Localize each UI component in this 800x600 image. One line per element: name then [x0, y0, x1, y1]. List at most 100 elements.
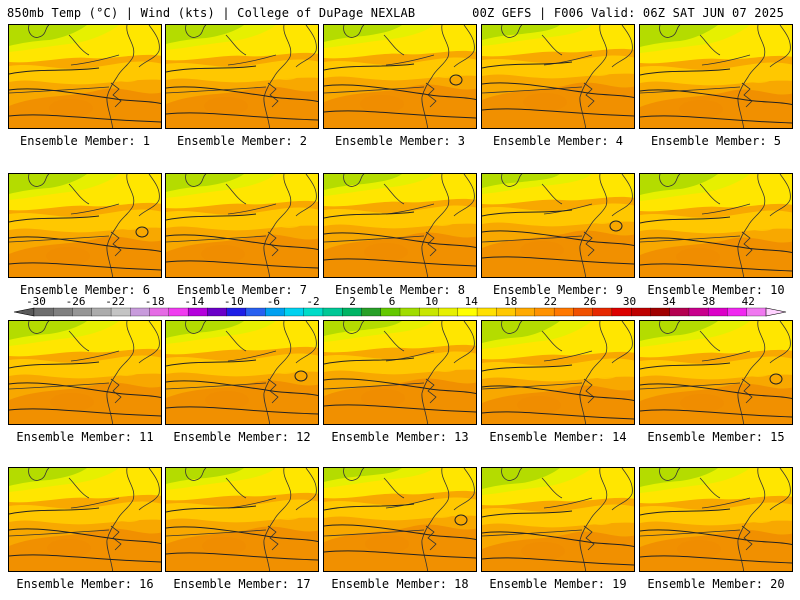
colorbar-swatch: [476, 307, 497, 317]
colorbar-swatch: [631, 307, 651, 317]
temperature-map: [482, 468, 634, 571]
colorbar-swatch: [457, 307, 478, 317]
colorbar-swatch: [534, 307, 555, 317]
colorbar-swatch: [438, 307, 459, 317]
colorbar-swatch: [33, 307, 54, 317]
colorbar-over-arrow: [765, 307, 787, 317]
ensemble-member-caption: Ensemble Member: 2: [176, 134, 308, 148]
temperature-map: [324, 321, 476, 424]
ensemble-member-caption: Ensemble Member: 5: [650, 134, 782, 148]
ensemble-member-caption: Ensemble Member: 17: [173, 577, 311, 591]
colorbar-tick-label: 14: [465, 296, 479, 308]
temperature-map: [482, 174, 634, 277]
ensemble-member-caption: Ensemble Member: 16: [16, 577, 154, 591]
colorbar-tick-label: 2: [349, 296, 356, 308]
colorbar-tick-label: -26: [66, 296, 86, 308]
colorbar-tick-label: 26: [583, 296, 596, 308]
ensemble-member-map: [165, 467, 319, 572]
temperature-map: [9, 468, 161, 571]
colorbar-swatch: [361, 307, 382, 317]
ensemble-member-caption: Ensemble Member: 4: [492, 134, 624, 148]
temperature-map: [166, 321, 318, 424]
ensemble-member-caption: Ensemble Member: 19: [489, 577, 627, 591]
ensemble-member-map: [8, 173, 162, 278]
ensemble-member-map: [639, 24, 793, 129]
temperature-colorbar: -30 -26 -22 -18 -14 -10 -6 -2 2 6 10 14 18 22 26 30 34 38…: [13, 296, 787, 317]
colorbar-swatch: [72, 307, 93, 317]
ensemble-member-caption: Ensemble Member: 18: [331, 577, 469, 591]
colorbar-tick-label: -6: [267, 296, 280, 308]
colorbar-swatch: [515, 307, 536, 317]
temperature-map: [324, 174, 476, 277]
colorbar-tick-label: 18: [504, 296, 517, 308]
ensemble-member-map: [639, 467, 793, 572]
colorbar-tick-label: -30: [26, 296, 46, 308]
colorbar-swatch: [380, 307, 401, 317]
colorbar-swatch: [168, 307, 189, 317]
temperature-map: [9, 25, 161, 128]
ensemble-member-caption: Ensemble Member: 1: [19, 134, 151, 148]
temperature-map: [9, 321, 161, 424]
colorbar-tick-label: -2: [306, 296, 319, 308]
colorbar-tick-label: 6: [389, 296, 396, 308]
ensemble-member-map: [165, 24, 319, 129]
colorbar-swatch: [91, 307, 112, 317]
ensemble-member-map: [481, 24, 635, 129]
ensemble-member-caption: Ensemble Member: 3: [334, 134, 466, 148]
colorbar-swatch: [303, 307, 324, 317]
colorbar-swatch: [53, 307, 73, 317]
temperature-map: [640, 174, 792, 277]
temperature-map: [324, 468, 476, 571]
ensemble-member-map: [165, 320, 319, 425]
colorbar-swatch: [265, 307, 285, 317]
colorbar-swatch: [727, 307, 748, 317]
colorbar-swatch: [342, 307, 362, 317]
ensemble-member-caption: Ensemble Member: 12: [173, 430, 311, 444]
ensemble-member-map: [323, 320, 477, 425]
colorbar-swatch: [650, 307, 671, 317]
colorbar-swatch: [573, 307, 594, 317]
colorbar-tick-label: 34: [662, 296, 676, 308]
colorbar-tick-label: 10: [425, 296, 438, 308]
temperature-map: [324, 25, 476, 128]
colorbar-tick-label: 22: [544, 296, 557, 308]
ensemble-member-map: [481, 320, 635, 425]
colorbar-tick-label: -10: [224, 296, 244, 308]
temperature-map: [482, 321, 634, 424]
colorbar-swatch: [746, 307, 767, 317]
ensemble-member-map: [8, 24, 162, 129]
colorbar-tick-label: -22: [105, 296, 125, 308]
colorbar-swatch: [669, 307, 690, 317]
ensemble-member-caption: Ensemble Member: 15: [647, 430, 785, 444]
colorbar-swatch: [245, 307, 266, 317]
ensemble-member-caption: Ensemble Member: 7: [176, 283, 308, 297]
colorbar-under-arrow: [13, 307, 35, 317]
ensemble-member-caption: Ensemble Member: 10: [647, 283, 785, 297]
ensemble-member-caption: Ensemble Member: 8: [334, 283, 466, 297]
temperature-map: [9, 174, 161, 277]
ensemble-member-map: [481, 173, 635, 278]
ensemble-member-caption: Ensemble Member: 9: [492, 283, 624, 297]
colorbar-swatch: [284, 307, 305, 317]
ensemble-member-caption: Ensemble Member: 11: [16, 430, 154, 444]
ensemble-member-map: [8, 320, 162, 425]
temperature-map: [640, 468, 792, 571]
ensemble-member-map: [8, 467, 162, 572]
ensemble-member-map: [165, 173, 319, 278]
colorbar-swatch: [149, 307, 170, 317]
colorbar-swatch: [130, 307, 151, 317]
colorbar-tick-label: -18: [145, 296, 165, 308]
colorbar-swatch: [110, 307, 131, 317]
colorbar-swatch: [226, 307, 247, 317]
ensemble-member-map: [639, 173, 793, 278]
colorbar-tick-label: 38: [702, 296, 715, 308]
colorbar-swatch: [399, 307, 420, 317]
colorbar-swatch: [187, 307, 208, 317]
colorbar-swatch: [688, 307, 709, 317]
colorbar-swatch: [207, 307, 228, 317]
colorbar-swatch: [553, 307, 574, 317]
colorbar-tick-label: 30: [623, 296, 636, 308]
ensemble-member-map: [481, 467, 635, 572]
ensemble-member-caption: Ensemble Member: 14: [489, 430, 627, 444]
ensemble-member-caption: Ensemble Member: 13: [331, 430, 469, 444]
